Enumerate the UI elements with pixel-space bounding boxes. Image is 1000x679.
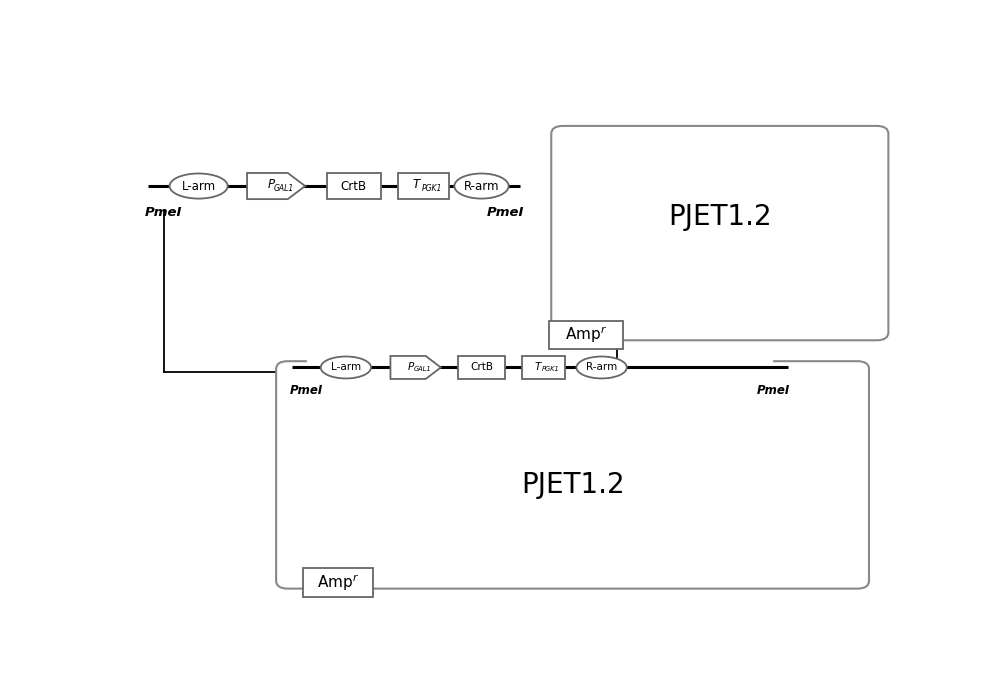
Text: $T$: $T$ xyxy=(412,179,422,191)
FancyBboxPatch shape xyxy=(276,361,869,589)
Text: PmeI: PmeI xyxy=(487,206,524,219)
FancyBboxPatch shape xyxy=(303,568,373,597)
Text: PJET1.2: PJET1.2 xyxy=(668,204,772,232)
FancyBboxPatch shape xyxy=(549,320,623,350)
Text: GAL1: GAL1 xyxy=(274,183,294,193)
Text: $P$: $P$ xyxy=(407,361,416,372)
Text: R-arm: R-arm xyxy=(586,363,617,373)
Text: GAL1: GAL1 xyxy=(413,366,431,372)
Text: CrtB: CrtB xyxy=(470,363,493,373)
Text: PmeI: PmeI xyxy=(144,206,182,219)
Text: PmeI: PmeI xyxy=(757,384,790,397)
Text: L-arm: L-arm xyxy=(331,363,361,373)
Polygon shape xyxy=(247,173,305,199)
Text: T4 ligase: T4 ligase xyxy=(412,380,489,394)
Text: PGK1: PGK1 xyxy=(422,183,443,193)
Text: Amp$^r$: Amp$^r$ xyxy=(565,325,607,345)
FancyBboxPatch shape xyxy=(522,356,565,379)
Text: PmeI: PmeI xyxy=(289,384,323,397)
Text: CrtB: CrtB xyxy=(341,179,367,193)
Text: Amp$^r$: Amp$^r$ xyxy=(317,572,359,593)
Text: PJET1.2: PJET1.2 xyxy=(521,471,624,499)
Text: $P$: $P$ xyxy=(267,179,276,191)
FancyBboxPatch shape xyxy=(398,173,449,199)
Ellipse shape xyxy=(321,356,371,378)
Ellipse shape xyxy=(170,174,228,198)
FancyBboxPatch shape xyxy=(326,173,381,199)
Ellipse shape xyxy=(454,174,509,198)
Ellipse shape xyxy=(576,356,627,378)
Polygon shape xyxy=(390,356,441,379)
Text: $T$: $T$ xyxy=(534,361,543,372)
FancyBboxPatch shape xyxy=(458,356,505,379)
Text: R-arm: R-arm xyxy=(464,179,499,193)
FancyBboxPatch shape xyxy=(551,126,888,340)
Text: PGK1: PGK1 xyxy=(542,366,560,372)
Text: L-arm: L-arm xyxy=(182,179,216,193)
